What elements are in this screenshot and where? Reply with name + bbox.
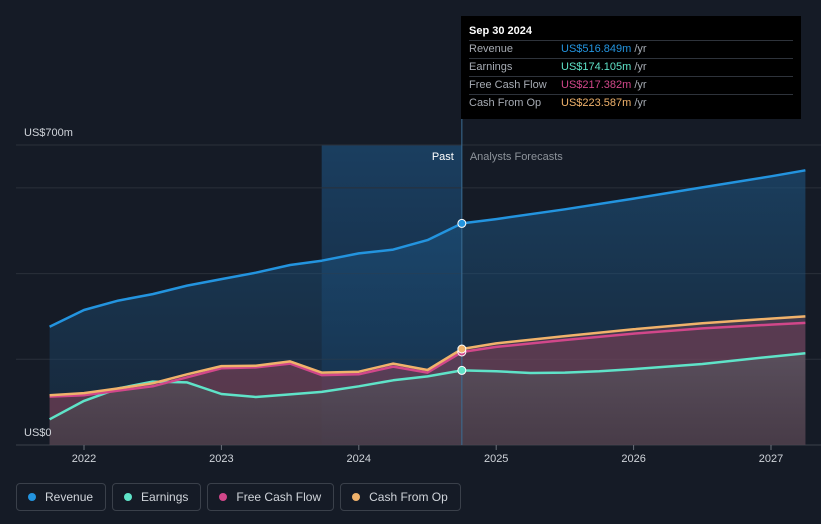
tooltip-unit: /yr: [634, 79, 647, 91]
legend-item-earnings[interactable]: Earnings: [112, 483, 202, 511]
tooltip-unit: /yr: [634, 43, 647, 55]
tooltip-row-cash-from-op: Cash From Op US$223.587m /yr: [469, 95, 793, 112]
x-tick-label: 2025: [484, 453, 508, 465]
data-tooltip: Sep 30 2024 Revenue US$516.849m /yr Earn…: [461, 16, 801, 119]
x-tick-label: 2023: [209, 453, 233, 465]
legend-label: Cash From Op: [369, 490, 448, 504]
series-lines: [49, 169, 806, 421]
tooltip-label: Earnings: [469, 61, 513, 73]
tooltip-date: Sep 30 2024: [469, 24, 793, 41]
x-tick-label: 2027: [759, 453, 783, 465]
series-line-cash-from-op: [49, 315, 806, 397]
tooltip-row-revenue: Revenue US$516.849m /yr: [469, 41, 793, 59]
marker-earnings: [457, 365, 467, 375]
x-tick-label: 2026: [621, 453, 645, 465]
series-line-free-cash-flow: [49, 321, 806, 398]
chart-area: US$700m US$0 Past Analysts Forecasts 202…: [16, 16, 821, 465]
marker-cash-from-op: [457, 344, 467, 354]
legend-dot-icon: [219, 493, 228, 501]
tooltip-row-free-cash-flow: Free Cash Flow US$217.382m /yr: [469, 77, 793, 95]
tooltip-label: Revenue: [469, 43, 514, 55]
tooltip-unit: /yr: [634, 97, 647, 109]
legend-item-revenue[interactable]: Revenue: [16, 483, 107, 511]
marker-revenue: [457, 218, 467, 228]
tooltip-row-earnings: Earnings US$174.105m /yr: [469, 59, 793, 77]
area-fill-earnings: [49, 353, 806, 445]
y-axis-top-label: US$700m: [24, 127, 73, 139]
legend-dot-icon: [352, 493, 361, 501]
legend-label: Free Cash Flow: [236, 490, 322, 504]
legend-dot-icon: [124, 493, 133, 501]
tooltip-value: US$223.587m: [561, 97, 632, 109]
forecast-label: Analysts Forecasts: [470, 151, 563, 163]
y-axis-bottom-label: US$0: [24, 427, 52, 439]
legend-item-cash-from-op[interactable]: Cash From Op: [340, 483, 461, 511]
area-fills: [49, 170, 806, 446]
tooltip-value: US$174.105m: [561, 61, 632, 73]
series-line-revenue: [49, 169, 806, 328]
x-axis-ticks: 2022 2023 2024 2025 2026 2027: [72, 445, 783, 465]
legend-item-free-cash-flow[interactable]: Free Cash Flow: [207, 483, 335, 511]
legend-label: Earnings: [141, 490, 189, 504]
legend-dot-icon: [28, 493, 36, 501]
series-line-earnings: [49, 352, 806, 421]
legend-label: Revenue: [45, 490, 94, 504]
tooltip-label: Cash From Op: [469, 97, 542, 109]
tooltip-value: US$217.382m: [561, 79, 632, 91]
x-tick-label: 2024: [347, 453, 371, 465]
x-tick-label: 2022: [72, 453, 96, 465]
tooltip-value: US$516.849m: [561, 43, 632, 55]
tooltip-unit: /yr: [634, 61, 647, 73]
series-markers: [457, 218, 467, 375]
tooltip-label: Free Cash Flow: [469, 79, 547, 91]
past-label: Past: [432, 151, 454, 163]
chart-legend: Revenue Earnings Free Cash Flow Cash Fro…: [16, 483, 461, 511]
